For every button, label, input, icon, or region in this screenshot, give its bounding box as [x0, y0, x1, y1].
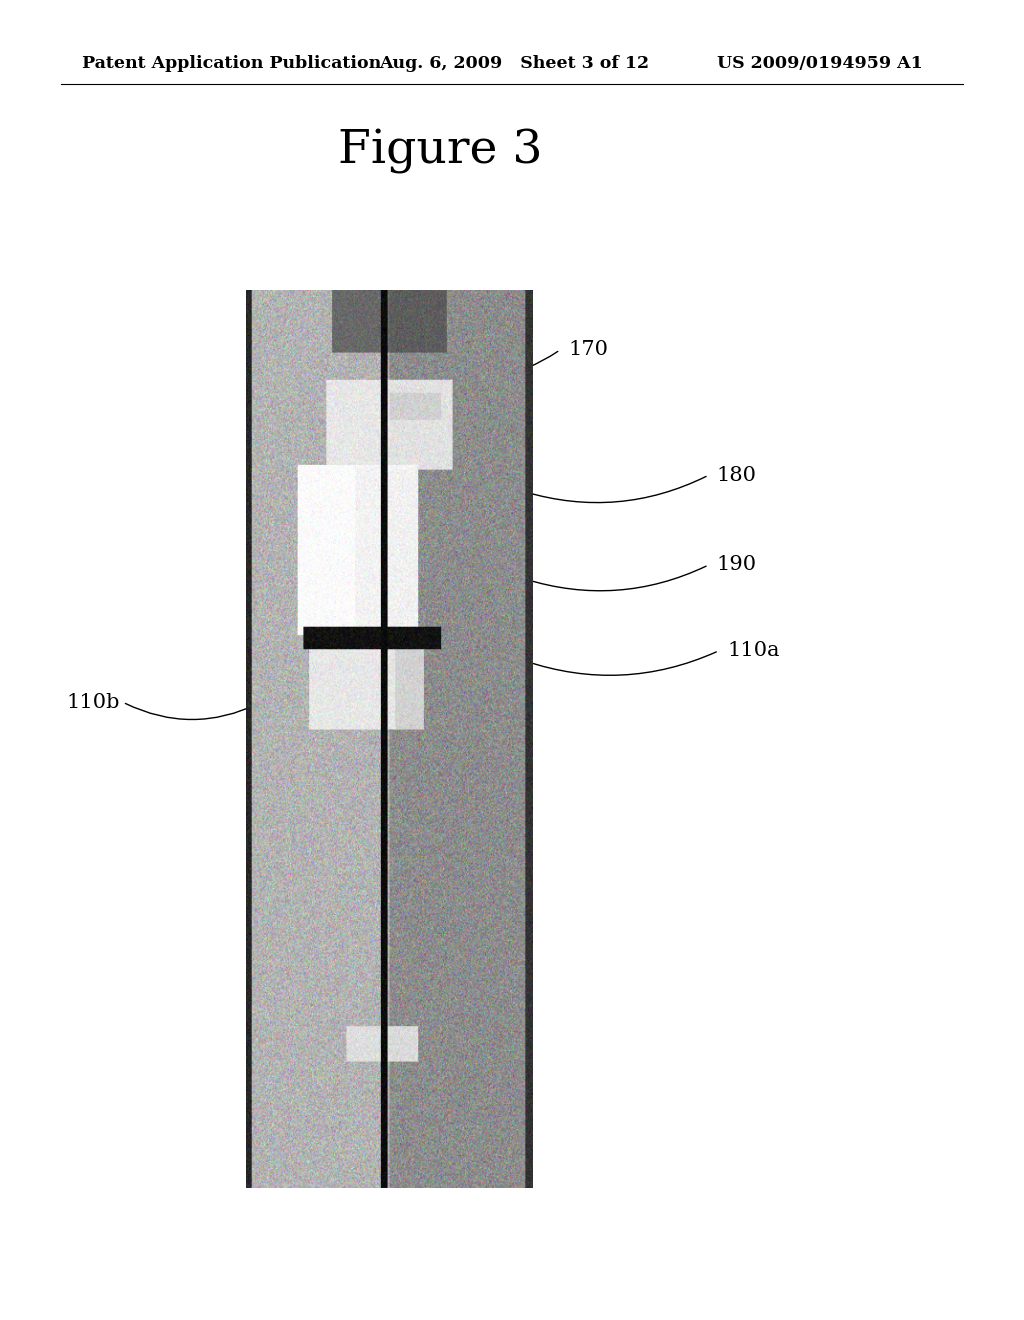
Text: US 2009/0194959 A1: US 2009/0194959 A1: [717, 55, 923, 71]
Text: 180: 180: [717, 466, 757, 484]
Text: Aug. 6, 2009   Sheet 3 of 12: Aug. 6, 2009 Sheet 3 of 12: [379, 55, 649, 71]
Text: 110b: 110b: [67, 693, 120, 711]
Text: 170: 170: [568, 341, 608, 359]
Text: Figure 3: Figure 3: [338, 129, 543, 174]
Text: 110a: 110a: [727, 642, 779, 660]
Text: 190: 190: [717, 556, 757, 574]
Text: Patent Application Publication: Patent Application Publication: [82, 55, 381, 71]
